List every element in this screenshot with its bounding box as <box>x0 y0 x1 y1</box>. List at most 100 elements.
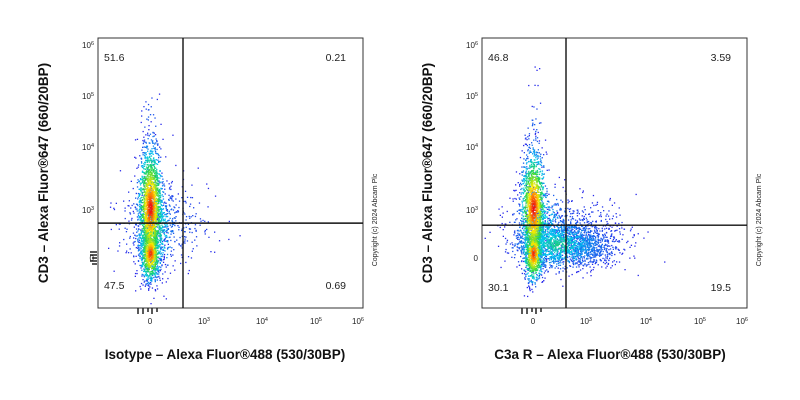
event-point <box>158 194 161 197</box>
event-point <box>631 226 633 228</box>
event-point <box>168 204 171 206</box>
event-point <box>155 200 157 203</box>
event-point <box>149 233 151 235</box>
event-point <box>515 184 517 186</box>
event-point <box>152 142 154 144</box>
event-point <box>119 170 122 172</box>
event-point <box>581 225 583 227</box>
event-point <box>159 231 161 233</box>
event-point <box>589 259 592 261</box>
event-point <box>613 236 615 238</box>
event-point <box>159 221 162 223</box>
event-point <box>606 236 608 238</box>
event-point <box>155 251 157 253</box>
event-point <box>147 134 149 136</box>
event-point <box>139 208 141 210</box>
event-point <box>133 241 135 243</box>
event-point <box>147 138 149 140</box>
event-point <box>561 231 563 233</box>
event-point <box>150 187 152 189</box>
event-point <box>184 190 187 192</box>
event-point <box>143 249 145 251</box>
event-point <box>518 264 521 266</box>
event-point <box>149 219 151 221</box>
event-point <box>139 257 141 259</box>
event-point <box>604 240 606 242</box>
event-point <box>154 262 157 264</box>
event-point <box>143 243 145 245</box>
event-point <box>150 247 153 250</box>
event-point <box>149 173 151 176</box>
event-point <box>589 257 592 259</box>
event-point <box>177 211 179 213</box>
event-point <box>520 252 523 254</box>
event-point <box>583 215 585 218</box>
event-point <box>145 208 147 211</box>
event-point <box>146 183 149 185</box>
event-point <box>190 257 193 259</box>
event-point <box>166 210 169 212</box>
event-point <box>140 267 142 269</box>
event-point <box>581 215 583 217</box>
event-point <box>141 245 143 247</box>
event-point <box>547 258 549 260</box>
event-point <box>514 230 516 232</box>
event-point <box>162 195 164 198</box>
event-point <box>151 193 153 195</box>
event-point <box>142 202 144 204</box>
event-point <box>146 164 149 166</box>
event-point <box>150 168 152 170</box>
event-point <box>204 229 206 232</box>
event-point <box>144 254 146 256</box>
event-point <box>168 183 170 185</box>
event-point <box>161 242 163 244</box>
event-point <box>634 245 636 247</box>
event-point <box>152 251 154 253</box>
event-point <box>146 147 148 149</box>
event-point <box>570 245 572 247</box>
event-point <box>564 210 566 212</box>
event-point <box>207 187 210 190</box>
event-point <box>146 275 149 277</box>
event-point <box>136 203 139 206</box>
event-point <box>537 131 539 134</box>
event-point <box>518 234 520 236</box>
event-point <box>146 145 149 148</box>
event-point <box>170 226 173 228</box>
event-point <box>139 234 141 236</box>
event-point <box>600 238 602 240</box>
event-point <box>142 210 144 213</box>
event-point <box>183 227 185 229</box>
event-point <box>155 199 157 201</box>
event-point <box>611 233 613 235</box>
event-point <box>145 255 147 257</box>
event-point <box>151 213 154 215</box>
event-point <box>521 268 523 270</box>
event-point <box>119 242 121 244</box>
event-point <box>137 241 139 243</box>
event-point <box>506 252 509 254</box>
event-point <box>159 251 161 253</box>
event-point <box>145 188 147 190</box>
event-point <box>155 248 157 250</box>
event-point <box>159 206 161 208</box>
event-point <box>135 224 137 226</box>
event-point <box>560 199 562 201</box>
event-point <box>148 208 150 210</box>
event-point <box>523 144 525 147</box>
event-point <box>589 234 591 236</box>
event-point <box>143 275 146 277</box>
event-point <box>137 225 140 227</box>
event-point <box>156 233 159 236</box>
event-point <box>153 210 155 212</box>
event-point <box>143 204 145 206</box>
event-point <box>151 230 154 232</box>
event-point <box>144 182 146 184</box>
event-point <box>512 200 514 202</box>
event-point <box>522 260 525 263</box>
event-point <box>153 263 155 265</box>
event-point <box>616 225 618 227</box>
event-point <box>597 234 600 236</box>
event-point <box>605 260 607 262</box>
event-point <box>149 252 151 254</box>
